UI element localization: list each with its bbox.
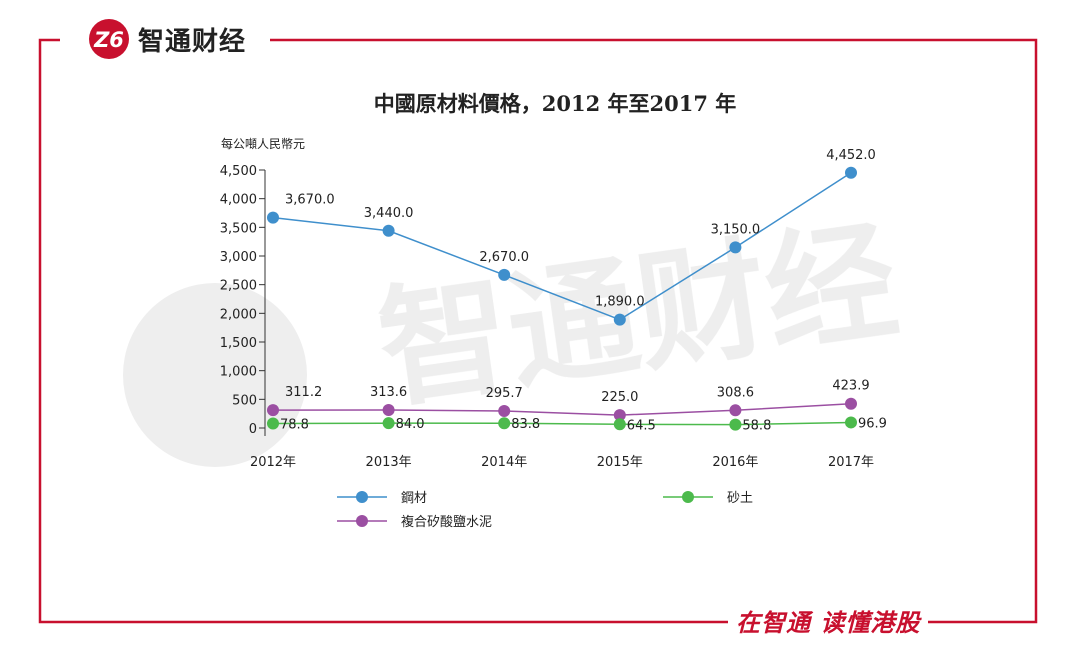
y-tick-label: 1,000 — [220, 365, 257, 380]
data-point — [729, 404, 742, 417]
legend-marker — [682, 491, 694, 503]
data-label: 308.6 — [717, 385, 754, 400]
data-label: 311.2 — [285, 385, 322, 400]
y-axis-title: 每公噸人民幣元 — [221, 136, 305, 151]
data-label: 295.7 — [486, 386, 523, 401]
series-line — [272, 172, 852, 321]
legend-label: 砂土 — [727, 491, 753, 506]
brand-slogan: 在智通 读懂港股 — [728, 603, 929, 638]
data-label: 225.0 — [601, 390, 638, 405]
data-label: 3,440.0 — [364, 206, 414, 221]
x-tick-label: 2017年 — [828, 455, 874, 470]
y-tick-label: 2,500 — [220, 279, 257, 294]
y-tick-label: 0 — [249, 422, 257, 437]
data-label: 1,890.0 — [595, 295, 645, 310]
data-label: 78.8 — [280, 417, 309, 432]
data-point — [498, 417, 511, 430]
data-point — [267, 417, 279, 430]
data-label: 423.9 — [832, 379, 869, 394]
data-point — [267, 404, 279, 417]
data-label: 4,452.0 — [826, 148, 876, 163]
x-tick-label: 2012年 — [250, 455, 296, 470]
data-label: 58.8 — [742, 419, 771, 434]
data-label: 3,670.0 — [285, 193, 335, 208]
data-point — [845, 166, 857, 179]
data-point — [729, 418, 742, 431]
frame-border — [38, 38, 1038, 624]
y-tick-label: 500 — [232, 393, 257, 408]
brand-logo-letters: Z6 — [93, 28, 124, 52]
data-point — [845, 416, 857, 429]
brand-logo-icon: Z6 — [89, 19, 129, 59]
data-label: 313.6 — [370, 385, 407, 400]
data-label: 84.0 — [396, 417, 425, 432]
x-tick-label: 2014年 — [481, 455, 527, 470]
data-point — [729, 241, 742, 254]
legend-label: 鋼材 — [401, 491, 427, 506]
y-tick-label: 4,000 — [220, 193, 257, 208]
y-tick-label: 3,000 — [220, 250, 257, 265]
data-point — [498, 268, 511, 281]
brand-header: Z6 智通财经 — [88, 18, 255, 60]
x-tick-label: 2016年 — [712, 455, 758, 470]
data-label: 2,670.0 — [479, 250, 529, 265]
x-tick-label: 2015年 — [597, 455, 643, 470]
y-tick-label: 2,000 — [220, 307, 257, 322]
legend-marker — [356, 491, 368, 503]
data-label: 64.5 — [627, 418, 656, 433]
data-point — [613, 313, 626, 326]
data-point — [382, 417, 395, 430]
y-tick-label: 3,500 — [220, 221, 257, 236]
data-point — [498, 405, 511, 418]
series-line — [272, 402, 852, 416]
legend-marker — [356, 515, 368, 527]
y-tick-label: 4,500 — [220, 164, 257, 179]
data-point — [267, 211, 279, 224]
data-point — [845, 397, 857, 410]
brand-name: 智通财经 — [138, 26, 247, 57]
data-point — [382, 224, 395, 237]
data-point — [613, 418, 626, 431]
y-tick-label: 1,500 — [220, 336, 257, 351]
x-tick-label: 2013年 — [366, 455, 412, 470]
series-line — [272, 421, 852, 426]
data-point — [382, 404, 395, 417]
data-label: 96.9 — [858, 416, 887, 431]
chart-title: 中國原材料價格，2012 年至2017 年 — [374, 91, 737, 116]
data-label: 83.8 — [511, 417, 540, 432]
legend-label: 複合矽酸鹽水泥 — [401, 514, 492, 530]
data-label: 3,150.0 — [711, 222, 761, 237]
data-point — [613, 409, 626, 422]
